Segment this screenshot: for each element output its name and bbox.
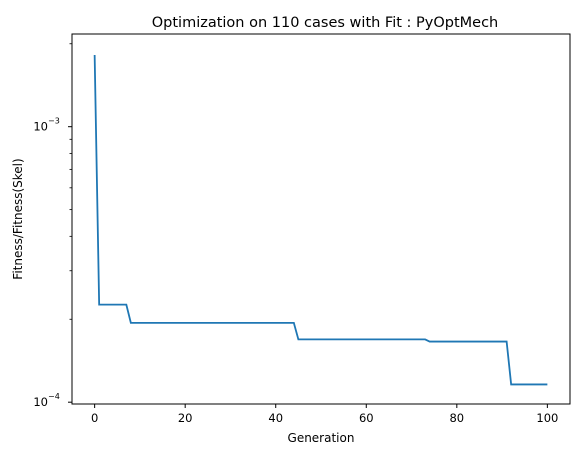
x-axis: 0 20 40 60 80 100 (91, 404, 558, 425)
y-tick-base: 10 (33, 120, 48, 134)
series-layer (93, 55, 548, 386)
x-tick-label: 100 (536, 411, 558, 425)
y-tick-label: 10 (33, 395, 48, 409)
x-tick-label: 60 (359, 411, 374, 425)
y-axis: 10−310−4 (33, 43, 72, 409)
plot-area (71, 33, 571, 405)
y-tick-exponent: −4 (48, 392, 60, 401)
chart-title: Optimization on 110 cases with Fit : PyO… (152, 15, 499, 31)
x-tick-label: 0 (91, 411, 98, 425)
y-tick-base: 10 (33, 395, 48, 409)
x-tick-label: 20 (178, 411, 193, 425)
y-tick-label: 10 (33, 120, 48, 134)
series-line-0 (93, 55, 548, 386)
x-tick-label: 40 (268, 411, 283, 425)
x-tick-label: 80 (449, 411, 464, 425)
x-axis-label: Generation (288, 431, 355, 445)
y-tick-exponent: −3 (48, 117, 60, 126)
y-axis-label: Fitness/Fitness(Skel) (11, 158, 25, 279)
